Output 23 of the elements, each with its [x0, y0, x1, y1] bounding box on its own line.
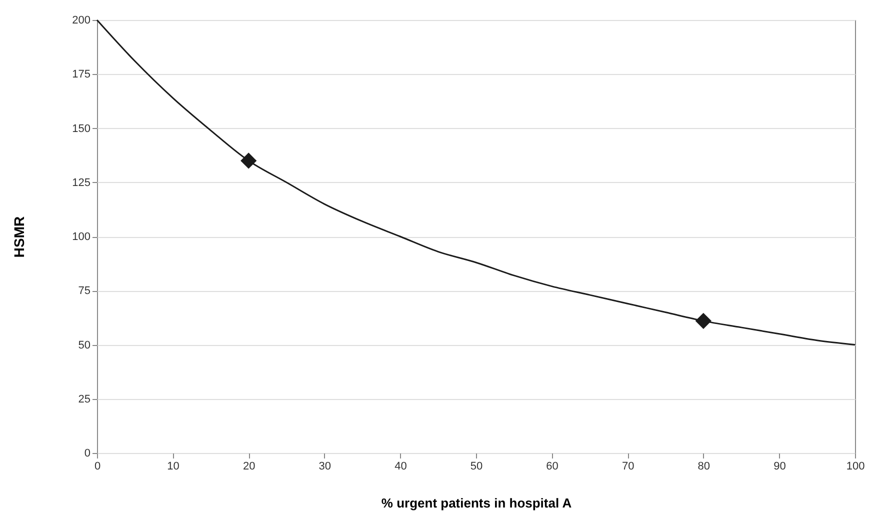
y-tick-label: 100 — [72, 231, 90, 243]
y-tick-label: 50 — [78, 339, 90, 352]
x-tick-label: 70 — [622, 460, 634, 472]
x-tick-label: 100 — [846, 460, 865, 472]
x-tick-label: 90 — [774, 460, 786, 472]
y-tick-label: 200 — [72, 14, 90, 26]
x-tick-label: 80 — [698, 460, 710, 472]
y-tick-label: 150 — [72, 122, 90, 135]
line-series — [96, 19, 856, 346]
y-tick-label: 0 — [84, 448, 90, 460]
y-tick-label: 75 — [78, 285, 90, 298]
y-tick-label: 125 — [72, 176, 90, 189]
y-tick-label: 175 — [72, 68, 90, 81]
x-tick-label: 50 — [470, 460, 483, 472]
y-axis-title: HSMR — [11, 216, 28, 258]
x-axis-title: % urgent patients in hospital A — [381, 496, 572, 510]
x-tick-label: 20 — [242, 460, 256, 472]
x-tick-label: 40 — [394, 460, 407, 472]
x-tick-label: 0 — [94, 460, 101, 472]
y-tick-label: 25 — [78, 393, 90, 406]
x-tick-label: 60 — [546, 460, 558, 472]
x-tick-label: 10 — [167, 460, 180, 472]
x-tick-label: 30 — [318, 460, 332, 472]
